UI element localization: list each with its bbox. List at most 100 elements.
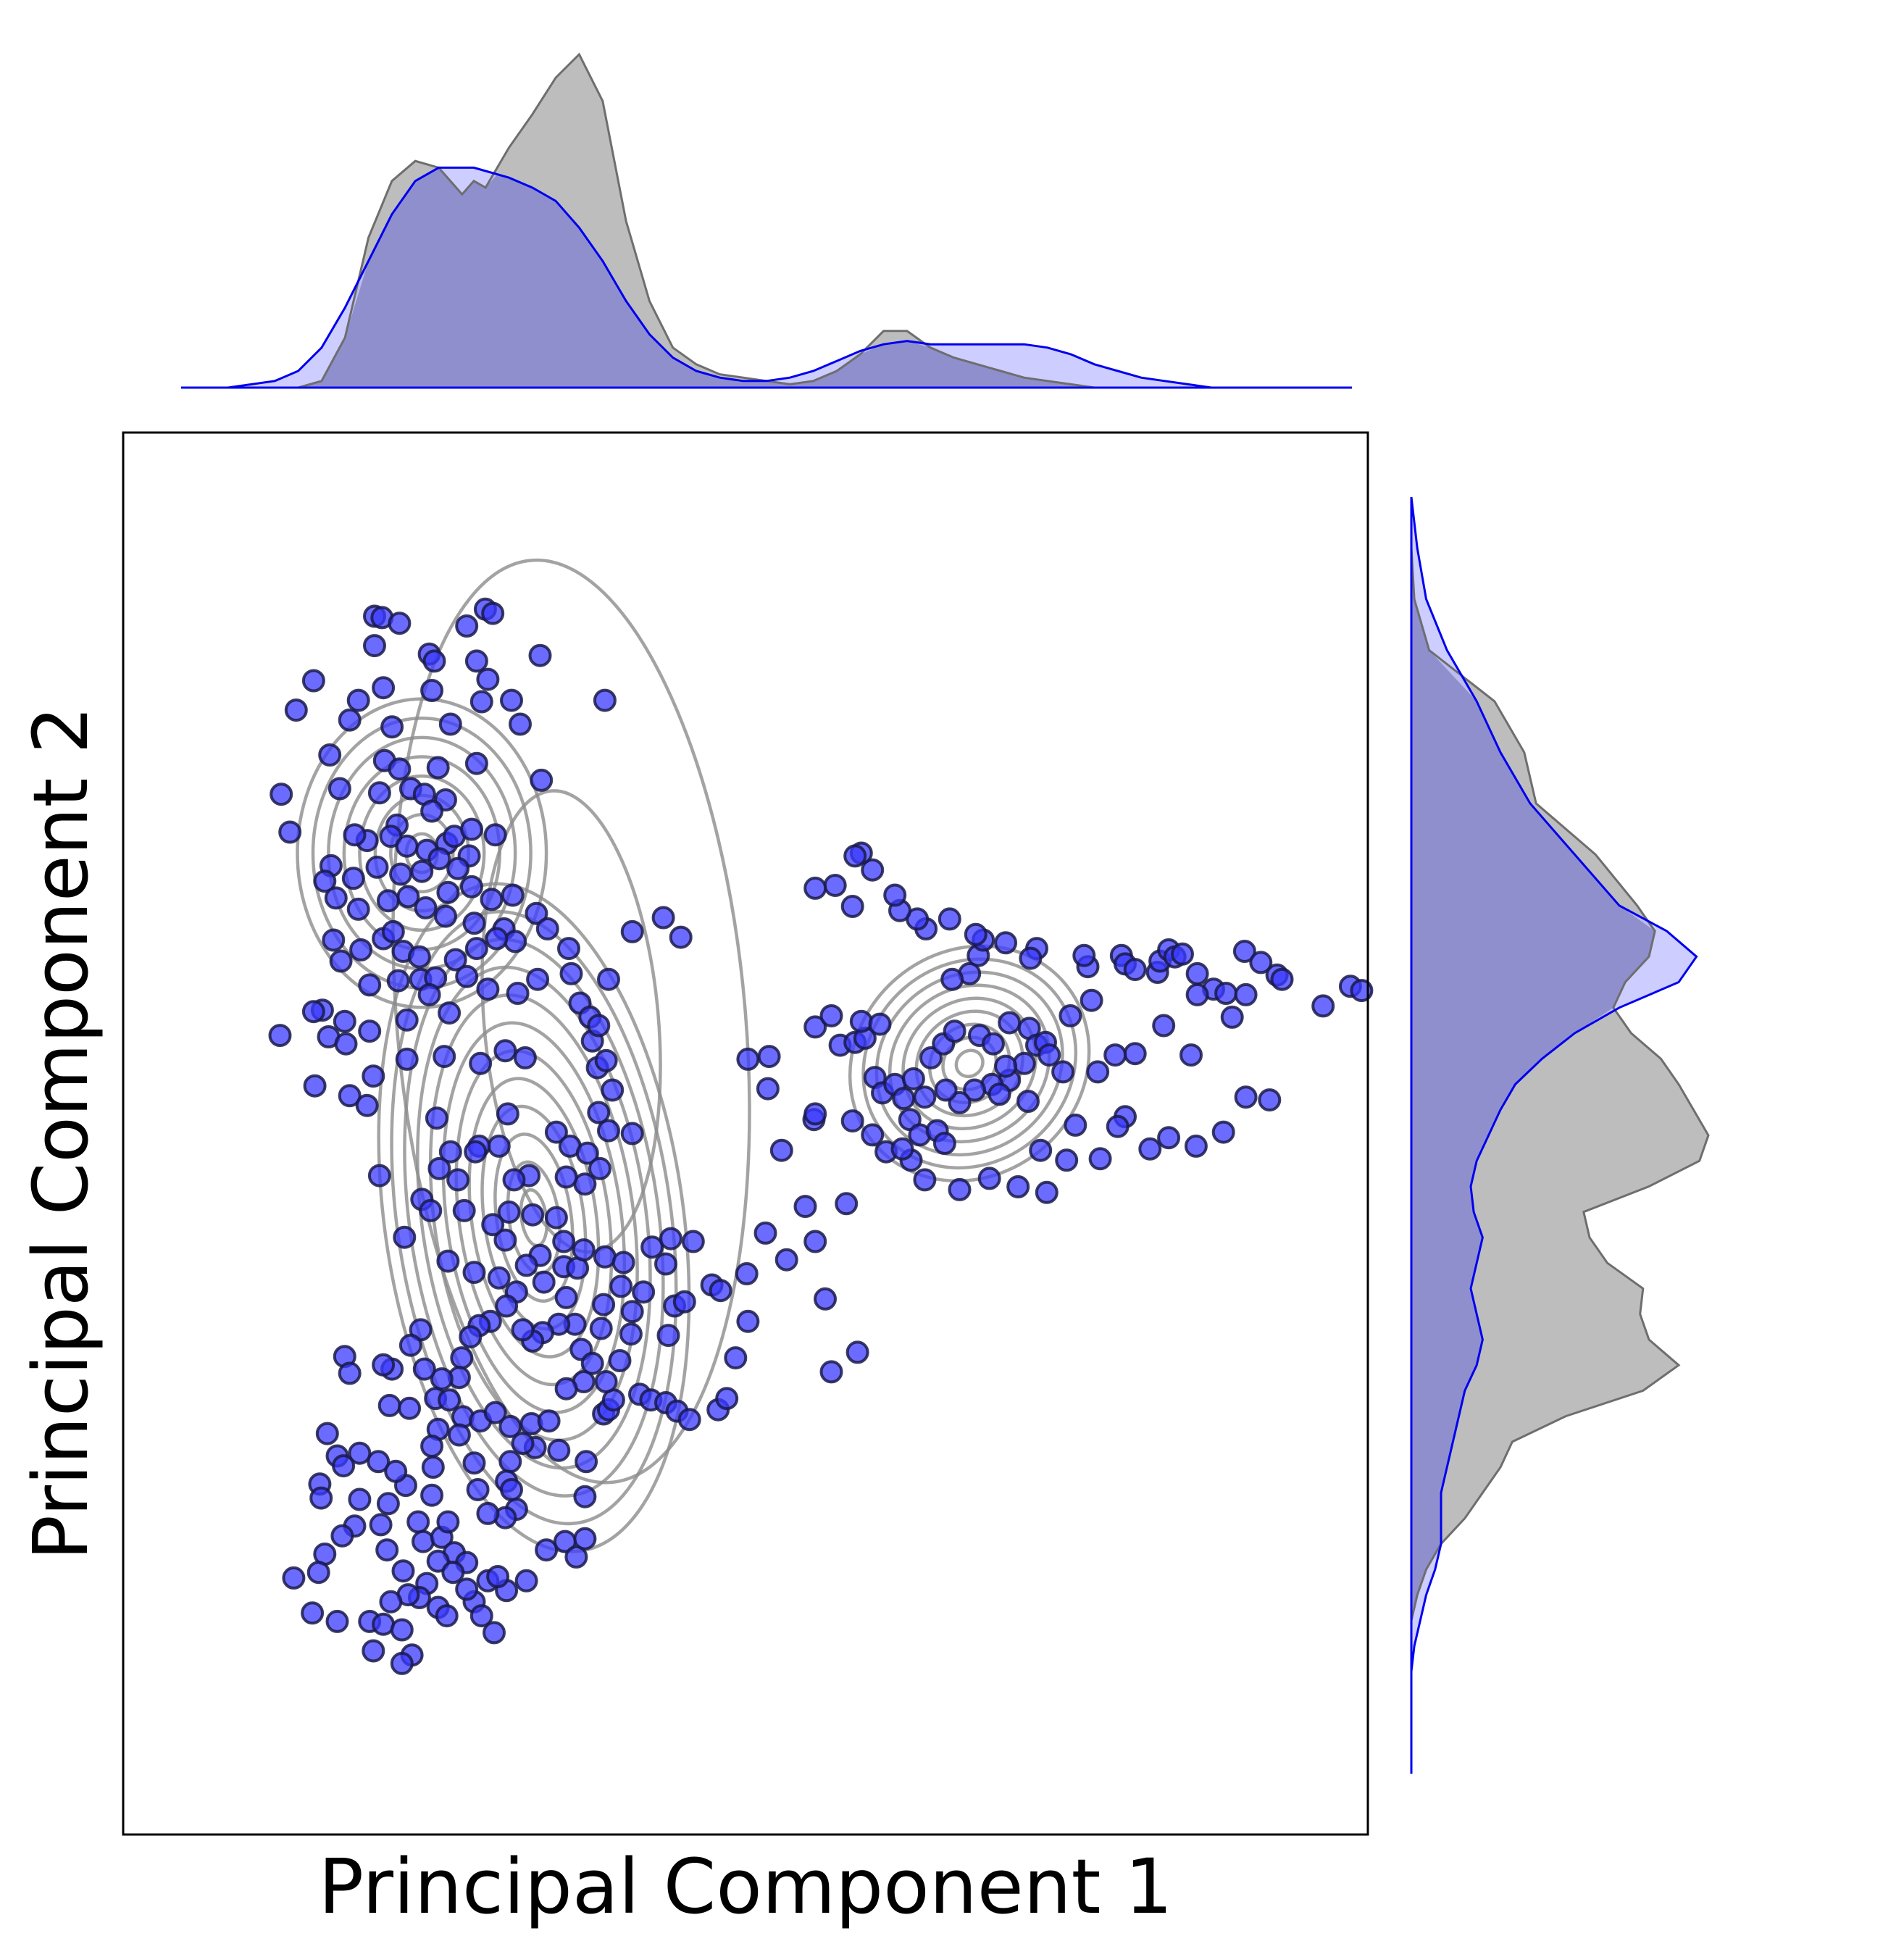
scatter-point: [303, 1074, 327, 1098]
scatter-point: [436, 880, 460, 904]
x-axis-label: Principal Component 1: [318, 1842, 1172, 1931]
scatter-point: [443, 948, 467, 972]
scatter-point: [845, 1340, 869, 1364]
scatter-point: [388, 757, 412, 781]
scatter-point: [530, 768, 554, 792]
scatter-point: [322, 928, 346, 952]
scatter-point: [333, 1009, 356, 1033]
scatter-point: [803, 1230, 827, 1253]
scatter-point: [462, 911, 486, 935]
scatter-point: [803, 876, 827, 900]
scatter-point: [372, 1353, 396, 1377]
scatter-point: [501, 883, 525, 907]
scatter-point: [435, 1604, 459, 1628]
scatter-point: [934, 1078, 958, 1102]
scatter-point: [327, 777, 351, 801]
contour-line: [467, 1077, 601, 1359]
scatter-point: [369, 1513, 393, 1537]
scatter-point: [372, 676, 396, 700]
scatter-point: [672, 1290, 696, 1314]
scatter-point: [594, 1370, 618, 1393]
scatter-point: [580, 1351, 604, 1375]
scatter-point: [498, 1450, 522, 1474]
scatter-point: [1234, 982, 1258, 1006]
scatter-point: [575, 1141, 599, 1165]
scatter-point: [332, 1454, 356, 1478]
scatter-point: [425, 1106, 448, 1130]
contour-line: [874, 970, 1064, 1157]
scatter-point: [587, 1101, 611, 1124]
scatter-point: [994, 1054, 1018, 1078]
scatter-point: [446, 1168, 470, 1192]
scatter-point: [1086, 1060, 1110, 1084]
scatter-point: [1103, 1043, 1127, 1067]
scatter-point: [554, 1165, 578, 1189]
scatter-point: [355, 1093, 379, 1117]
contour-line: [416, 965, 652, 1470]
scatter-point: [803, 1015, 827, 1039]
scatter-point: [932, 1132, 956, 1155]
scatter-point: [1185, 961, 1209, 985]
scatter-point: [438, 712, 462, 736]
scatter-point: [338, 708, 362, 732]
scatter-point: [892, 1087, 916, 1111]
scatter-point: [493, 1039, 517, 1063]
scatter-point: [890, 1137, 914, 1161]
scatter-point: [301, 1601, 325, 1625]
scatter-point: [464, 937, 488, 961]
scatter-point: [514, 1253, 538, 1277]
scatter-point: [513, 1046, 537, 1069]
scatter-point: [940, 967, 964, 991]
scatter-point: [572, 1238, 596, 1262]
scatter-point: [557, 937, 580, 961]
scatter-point: [620, 1122, 644, 1145]
scatter-point: [476, 667, 500, 691]
scatter-point: [611, 1251, 635, 1274]
scatter-point: [1088, 1147, 1112, 1171]
scatter-point: [1214, 982, 1238, 1005]
scatter-point: [426, 756, 450, 780]
scatter-point: [395, 1008, 419, 1032]
scatter-point: [427, 847, 451, 871]
scatter-point: [365, 855, 389, 879]
scatter-point: [438, 1001, 462, 1025]
scatter-point: [948, 1177, 972, 1201]
scatter-point: [343, 823, 367, 847]
contour-line: [391, 558, 751, 1485]
scatter-point: [1035, 1180, 1059, 1204]
scatter-point: [324, 886, 348, 910]
scatter-point: [514, 1569, 538, 1593]
scatter-point: [938, 907, 961, 931]
scatter-point: [1123, 1042, 1147, 1066]
scatter-point: [396, 885, 420, 909]
scatter-point: [587, 1014, 611, 1038]
scatter-point: [597, 967, 620, 991]
scatter-point: [464, 1140, 488, 1164]
scatter-point: [735, 1262, 759, 1285]
scatter-point: [573, 1172, 597, 1196]
scatter-point: [589, 1316, 613, 1340]
scatter-point: [736, 1309, 760, 1333]
scatter-point: [994, 931, 1018, 955]
scatter-point: [509, 712, 532, 736]
scatter-point: [559, 961, 583, 985]
scatter-point: [315, 1422, 339, 1445]
scatter-point: [460, 817, 483, 841]
scatter-point: [436, 1510, 460, 1534]
scatter-point: [464, 649, 488, 673]
scatter-point: [608, 1349, 632, 1372]
scatter-point: [462, 1451, 486, 1475]
scatter-point: [1270, 967, 1294, 991]
contour-line: [441, 1021, 627, 1414]
scatter-point: [913, 1085, 937, 1109]
scatter-point: [964, 922, 988, 946]
scatter-point: [883, 883, 907, 907]
scatter-point: [338, 1361, 362, 1385]
contour-line: [954, 1048, 985, 1079]
scatter-point: [455, 1577, 479, 1601]
scatter-point: [393, 1225, 417, 1249]
scatter-point: [480, 888, 504, 911]
scatter-point: [988, 1082, 1011, 1106]
scatter-point: [943, 1019, 966, 1043]
